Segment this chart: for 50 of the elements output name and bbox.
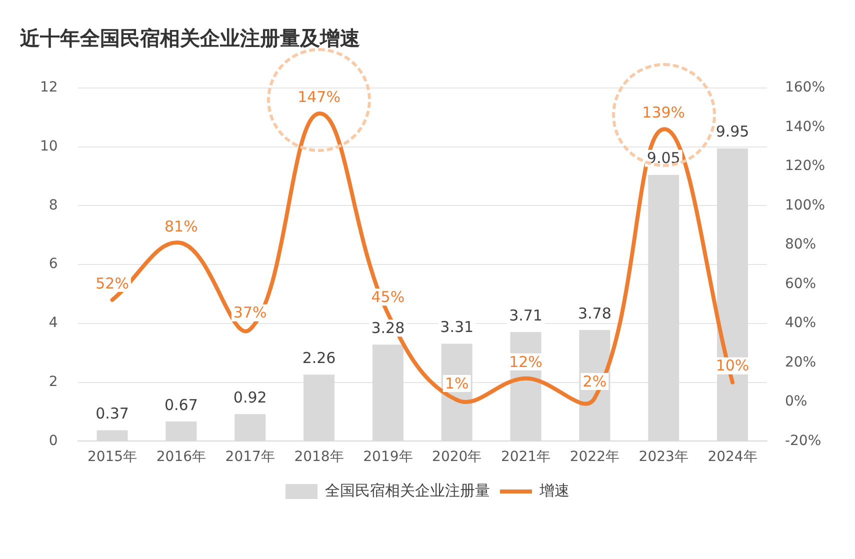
x-tick-label: 2018年 <box>294 449 344 466</box>
data-label: 3.78 <box>578 304 612 322</box>
chart-title: 近十年全国民宿相关企业注册量及增速 <box>19 26 360 50</box>
y2-tick-label: 160% <box>784 80 826 96</box>
y-tick-label: 4 <box>48 315 58 332</box>
y2-tick-label: -20% <box>784 432 822 449</box>
legend-label: 全国民宿相关企业注册量 <box>325 481 490 500</box>
y-tick-label: 8 <box>48 197 58 214</box>
x-tick-label: 2024年 <box>708 449 758 466</box>
y2-tick-label: 60% <box>784 276 816 292</box>
y-tick-label: 10 <box>40 138 58 155</box>
data-label: 2.26 <box>302 349 336 368</box>
y-tick-label: 0 <box>48 432 58 449</box>
data-label: 139% <box>642 104 686 122</box>
y2-tick-label: 80% <box>784 236 816 253</box>
data-label: 12% <box>509 352 542 371</box>
legend-label: 增速 <box>538 481 570 500</box>
y2-tick-label: 120% <box>784 158 826 174</box>
data-label: 9.95 <box>716 122 750 141</box>
data-label: 45% <box>371 288 405 306</box>
y2-tick-label: 140% <box>784 118 826 135</box>
x-tick-label: 2019年 <box>363 449 413 466</box>
data-label: 52% <box>96 274 129 292</box>
y2-tick-label: 20% <box>784 354 816 370</box>
y-tick-label: 12 <box>40 80 58 96</box>
y-tick-label: 6 <box>48 256 58 272</box>
data-label: 3.71 <box>509 306 542 324</box>
data-label: 10% <box>716 356 750 375</box>
x-tick-label: 2022年 <box>570 449 620 466</box>
x-tick-label: 2015年 <box>87 449 138 466</box>
y2-tick-label: 0% <box>784 394 808 410</box>
data-label: 0.67 <box>164 396 198 414</box>
data-label: 3.31 <box>440 318 474 336</box>
data-label: 1% <box>444 374 469 392</box>
data-label: 147% <box>298 88 340 106</box>
y-tick-label: 2 <box>48 374 58 390</box>
y2-tick-label: 100% <box>784 197 826 214</box>
x-tick-label: 2020年 <box>432 449 482 466</box>
data-label: 81% <box>164 217 198 236</box>
data-label: 0.92 <box>233 388 267 407</box>
x-tick-label: 2017年 <box>225 449 275 466</box>
data-label: 2% <box>582 372 607 390</box>
x-tick-label: 2023年 <box>638 449 688 466</box>
data-label: 9.05 <box>646 149 680 168</box>
x-tick-label: 2021年 <box>500 449 551 466</box>
y2-tick-label: 40% <box>784 315 816 332</box>
data-label: 3.28 <box>371 319 405 338</box>
data-label: 37% <box>233 304 267 322</box>
data-label: 0.37 <box>96 404 129 423</box>
x-tick-label: 2016年 <box>156 449 206 466</box>
